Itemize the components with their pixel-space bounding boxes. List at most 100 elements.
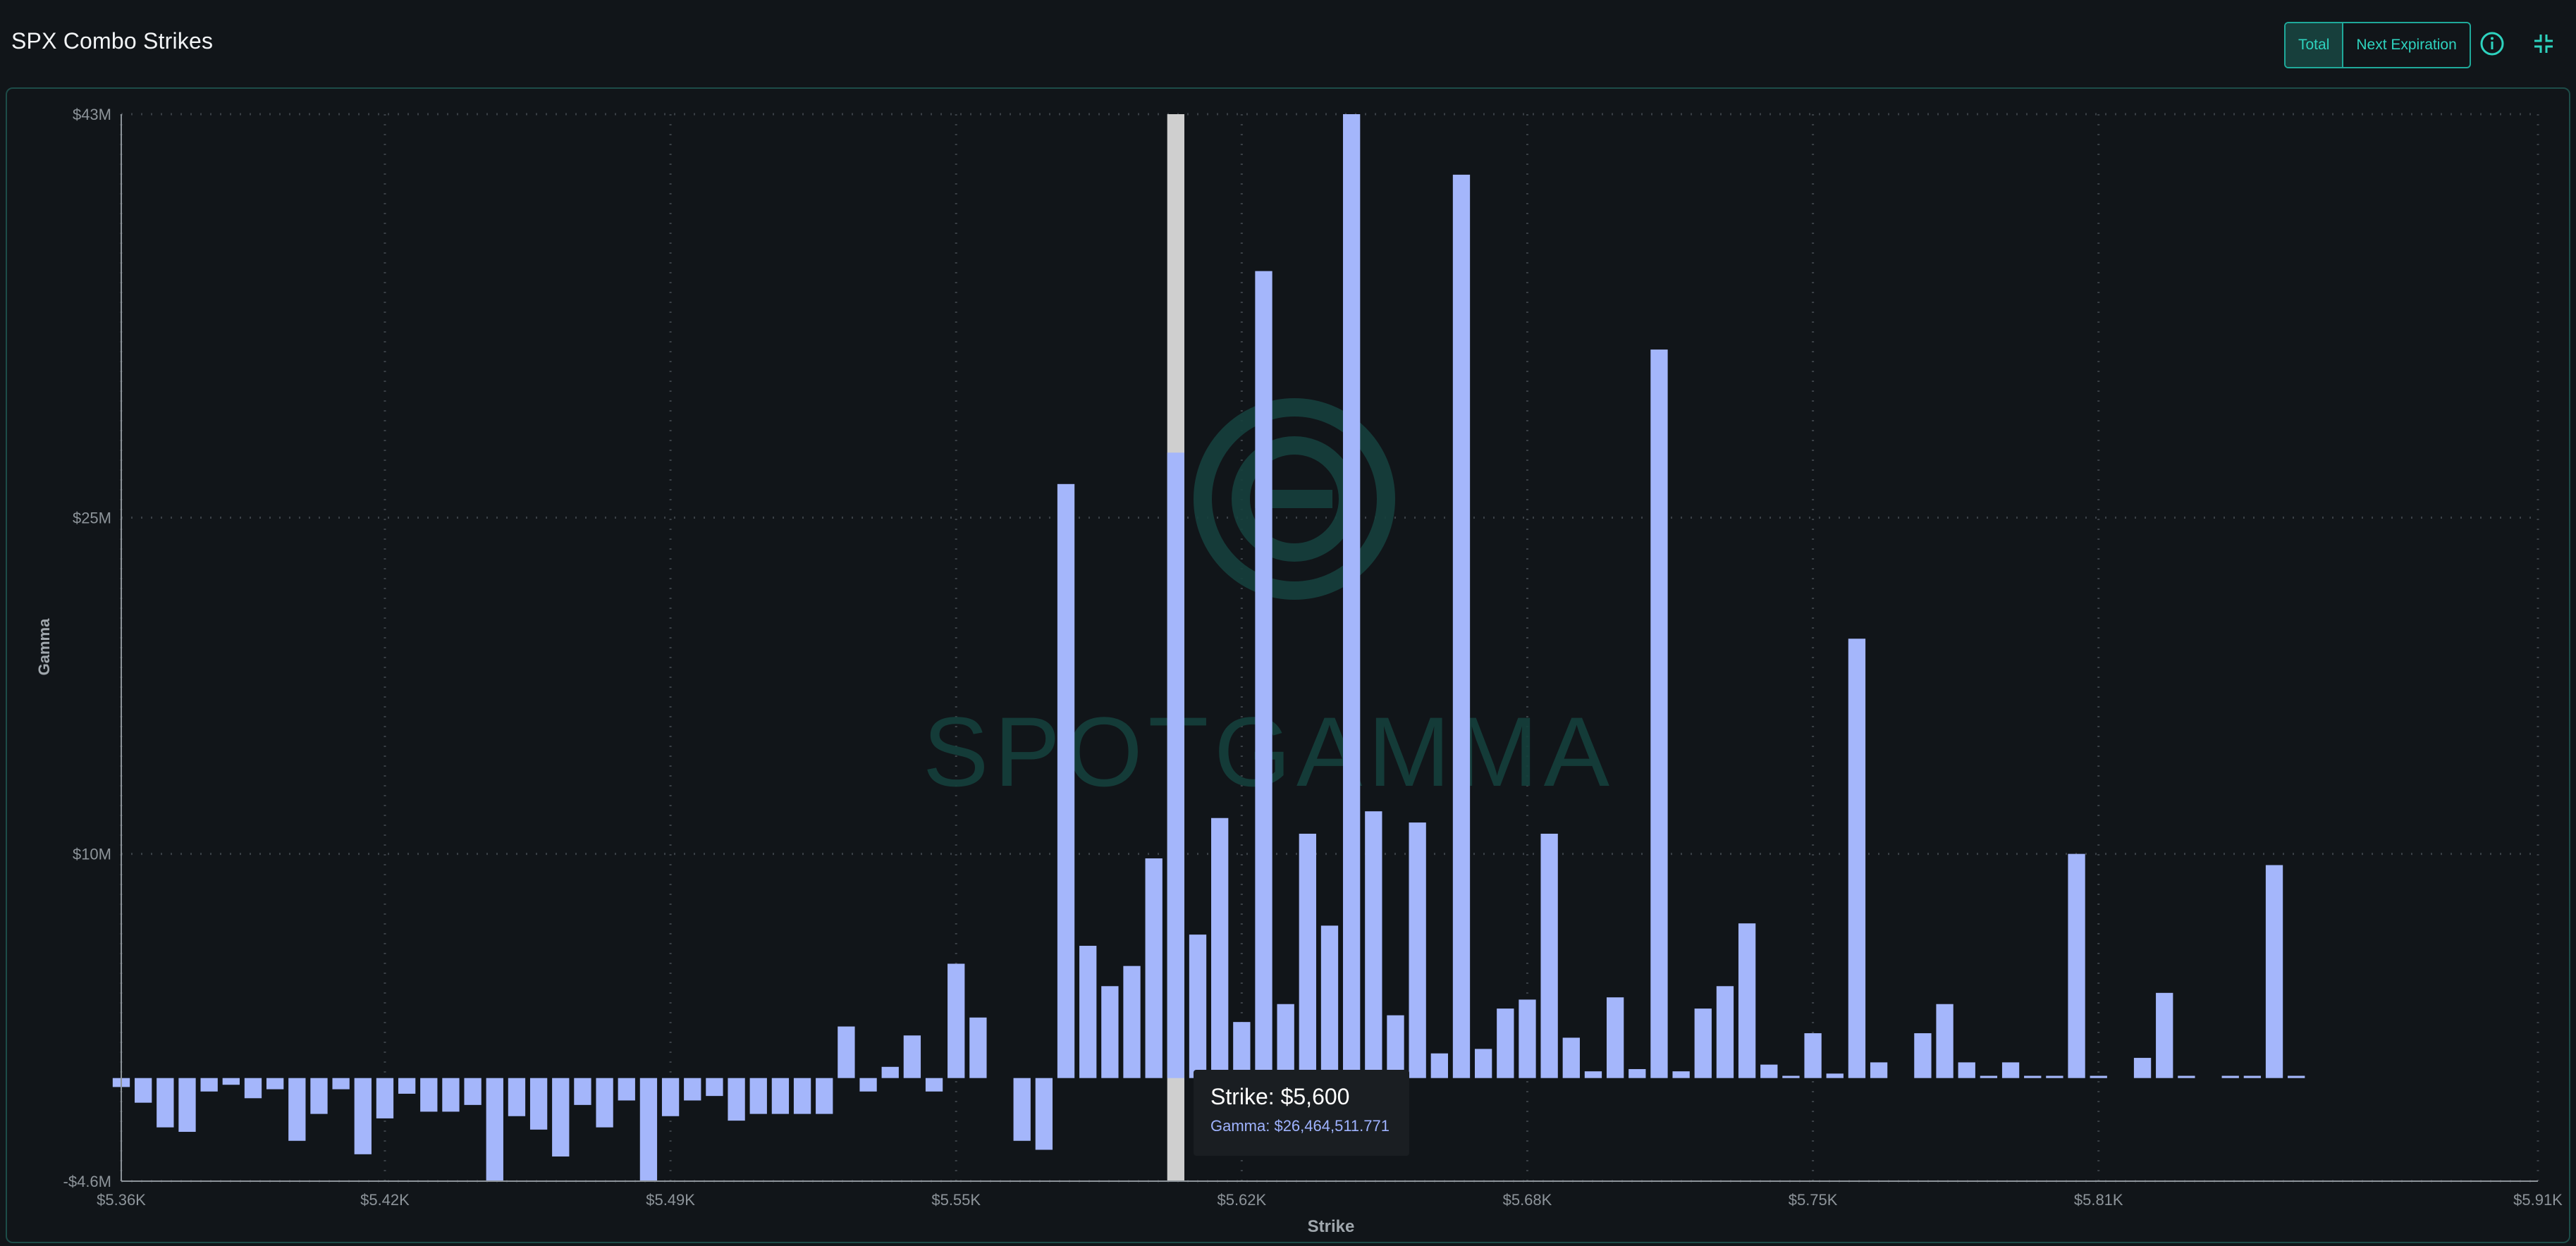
- bar-strike-5485[interactable]: [661, 1078, 680, 1116]
- bar-strike-5540[interactable]: [903, 1035, 921, 1078]
- bar-strike-5450[interactable]: [508, 1078, 526, 1116]
- bar-strike-5425[interactable]: [398, 1078, 416, 1094]
- bar-strike-5590[interactable]: [1123, 966, 1141, 1078]
- collapse-icon[interactable]: [2531, 31, 2556, 56]
- bar-strike-5655[interactable]: [1409, 822, 1426, 1078]
- bar-strike-5420[interactable]: [376, 1078, 394, 1118]
- bar-strike-5430[interactable]: [420, 1078, 438, 1112]
- bar-strike-5710[interactable]: [1650, 349, 1668, 1078]
- bar-strike-5520[interactable]: [816, 1078, 833, 1114]
- bar-strike-5635[interactable]: [1320, 925, 1339, 1078]
- bar-strike-5800[interactable]: [2046, 1075, 2063, 1078]
- bar-strike-5375[interactable]: [178, 1078, 196, 1133]
- bar-strike-5475[interactable]: [618, 1078, 635, 1101]
- bar-strike-5565[interactable]: [1013, 1078, 1031, 1141]
- bar-strike-5390[interactable]: [244, 1078, 262, 1099]
- bar-strike-5530[interactable]: [859, 1078, 877, 1092]
- bar-strike-5760[interactable]: [1870, 1062, 1888, 1078]
- bar-strike-5570[interactable]: [1035, 1078, 1053, 1150]
- bar-strike-5380[interactable]: [200, 1078, 218, 1092]
- bar-strike-5685[interactable]: [1540, 833, 1558, 1078]
- bar-strike-5715[interactable]: [1672, 1071, 1690, 1078]
- bar-strike-5500[interactable]: [728, 1078, 745, 1121]
- bar-strike-5650[interactable]: [1387, 1015, 1404, 1078]
- bar-strike-5555[interactable]: [969, 1017, 987, 1078]
- bar-strike-5695[interactable]: [1584, 1071, 1602, 1078]
- bar-strike-5405[interactable]: [310, 1078, 328, 1114]
- bar-strike-5775[interactable]: [1936, 1004, 1954, 1078]
- bar-strike-5595[interactable]: [1145, 858, 1163, 1078]
- bar-strike-5665[interactable]: [1452, 174, 1471, 1078]
- bar-strike-5840[interactable]: [2221, 1075, 2239, 1078]
- bar-strike-5855[interactable]: [2288, 1075, 2305, 1078]
- bar-strike-5365[interactable]: [135, 1078, 152, 1103]
- bar-strike-5680[interactable]: [1519, 999, 1536, 1078]
- bar-strike-5625[interactable]: [1277, 1004, 1294, 1078]
- bar-strike-5785[interactable]: [1980, 1075, 1998, 1078]
- bar-strike-5385[interactable]: [222, 1078, 240, 1085]
- bar-strike-5755[interactable]: [1848, 639, 1866, 1078]
- bar-strike-5720[interactable]: [1694, 1008, 1712, 1078]
- bar-strike-5490[interactable]: [684, 1078, 701, 1101]
- bar-strike-5735[interactable]: [1760, 1064, 1778, 1078]
- bar-strike-5795[interactable]: [2024, 1075, 2042, 1078]
- bar-strike-5805[interactable]: [2068, 853, 2085, 1078]
- bar-strike-5550[interactable]: [947, 963, 965, 1078]
- bar-strike-5470[interactable]: [596, 1078, 613, 1128]
- bar-strike-5515[interactable]: [793, 1078, 811, 1114]
- bar-strike-5510[interactable]: [771, 1078, 790, 1114]
- bar-strike-5725[interactable]: [1716, 986, 1734, 1078]
- bar-strike-5525[interactable]: [838, 1026, 855, 1078]
- bar-strike-5670[interactable]: [1474, 1049, 1492, 1078]
- toggle-total-button[interactable]: Total: [2286, 23, 2344, 67]
- bar-strike-5750[interactable]: [1826, 1073, 1844, 1078]
- tooltip-strike: Strike: $5,600: [1210, 1084, 1350, 1109]
- bar-strike-5400[interactable]: [288, 1078, 306, 1141]
- bar-strike-5600[interactable]: [1167, 452, 1185, 1078]
- bar-strike-5465[interactable]: [574, 1078, 591, 1105]
- bar-strike-5790[interactable]: [2001, 1062, 2020, 1078]
- bar-strike-5700[interactable]: [1606, 997, 1624, 1078]
- bar-strike-5675[interactable]: [1497, 1008, 1514, 1078]
- bar-strike-5615[interactable]: [1233, 1022, 1251, 1078]
- bar-strike-5545[interactable]: [925, 1078, 943, 1092]
- bar-strike-5415[interactable]: [354, 1078, 372, 1154]
- bar-strike-5745[interactable]: [1804, 1033, 1822, 1078]
- bar-strike-5630[interactable]: [1299, 833, 1316, 1078]
- bar-strike-5460[interactable]: [552, 1078, 570, 1157]
- bar-strike-5535[interactable]: [881, 1066, 899, 1078]
- bar-strike-5780[interactable]: [1958, 1062, 1975, 1078]
- bar-strike-5495[interactable]: [706, 1078, 723, 1097]
- bar-strike-5575[interactable]: [1057, 483, 1075, 1078]
- bar-strike-5505[interactable]: [749, 1078, 767, 1114]
- bar-strike-5610[interactable]: [1211, 818, 1229, 1078]
- bar-strike-5740[interactable]: [1782, 1075, 1800, 1078]
- bar-strike-5850[interactable]: [2265, 865, 2283, 1078]
- bar-strike-5645[interactable]: [1365, 811, 1382, 1078]
- bar-strike-5435[interactable]: [442, 1078, 460, 1112]
- bar-strike-5585[interactable]: [1101, 986, 1119, 1078]
- bar-strike-5730[interactable]: [1738, 923, 1756, 1078]
- bar-strike-5825[interactable]: [2156, 992, 2173, 1078]
- bar-strike-5580[interactable]: [1079, 946, 1097, 1078]
- bar-strike-5810[interactable]: [2090, 1075, 2107, 1078]
- bar-strike-5640[interactable]: [1343, 114, 1361, 1078]
- bar-strike-5830[interactable]: [2178, 1075, 2195, 1078]
- bar-strike-5660[interactable]: [1430, 1053, 1448, 1078]
- bar-strike-5410[interactable]: [332, 1078, 350, 1090]
- toggle-next-expiration-button[interactable]: Next Expiration: [2356, 37, 2457, 53]
- bar-strike-5370[interactable]: [157, 1078, 174, 1128]
- bar-strike-5820[interactable]: [2133, 1058, 2152, 1078]
- bar-strike-5445[interactable]: [486, 1078, 503, 1181]
- bar-strike-5480[interactable]: [639, 1078, 658, 1181]
- bar-strike-5770[interactable]: [1914, 1033, 1932, 1078]
- bar-strike-5440[interactable]: [464, 1078, 482, 1105]
- bar-strike-5845[interactable]: [2243, 1075, 2262, 1078]
- bar-strike-5605[interactable]: [1189, 935, 1207, 1078]
- bar-strike-5690[interactable]: [1562, 1037, 1580, 1078]
- info-icon[interactable]: [2479, 31, 2505, 56]
- bar-strike-5455[interactable]: [529, 1078, 548, 1130]
- bar-strike-5395[interactable]: [266, 1078, 284, 1090]
- bar-strike-5705[interactable]: [1629, 1068, 1646, 1078]
- bar-strike-5620[interactable]: [1255, 271, 1272, 1078]
